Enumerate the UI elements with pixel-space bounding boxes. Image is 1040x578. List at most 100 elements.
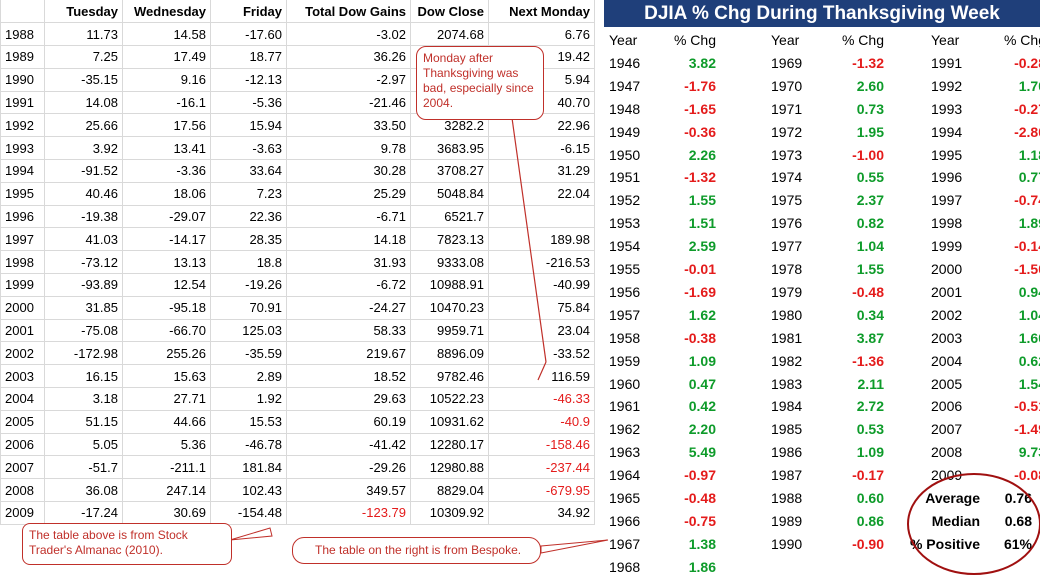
callout-left-tail bbox=[229, 527, 273, 541]
chg-cell: 2.20 bbox=[688, 421, 716, 438]
total-cell: 219.67 bbox=[286, 341, 411, 366]
year-cell: 2009 bbox=[931, 467, 963, 484]
year-cell: 2006 bbox=[0, 432, 45, 457]
fri-cell: -19.26 bbox=[210, 273, 287, 297]
total-cell: -24.27 bbox=[286, 295, 411, 320]
mon-cell: -237.44 bbox=[488, 455, 595, 480]
wed-cell: 17.49 bbox=[122, 45, 211, 69]
year-cell: 1975 bbox=[771, 192, 803, 209]
close-cell: 12980.88 bbox=[410, 455, 489, 480]
chg-cell: 2.72 bbox=[856, 398, 884, 415]
chg-cell: 2.26 bbox=[688, 146, 716, 163]
chg-cell: -1.32 bbox=[852, 54, 884, 71]
chg-cell: 1.09 bbox=[688, 352, 716, 369]
chg-cell: -2.80 bbox=[1014, 123, 1040, 140]
table-row: 1997 41.03 -14.17 28.35 14.18 7823.13 189.98 bbox=[0, 227, 595, 252]
fri-cell: 2.89 bbox=[210, 364, 287, 389]
year-cell: 1965 bbox=[609, 490, 641, 506]
year-cell: 1972 bbox=[771, 123, 803, 140]
chg-cell: 2.59 bbox=[688, 238, 716, 255]
chg-cell: 1.86 bbox=[688, 558, 716, 575]
fri-cell: 18.77 bbox=[210, 45, 287, 69]
fri-cell: 181.84 bbox=[210, 455, 287, 480]
year-cell: 2006 bbox=[931, 398, 963, 415]
year-cell: 2007 bbox=[931, 421, 963, 438]
chg-cell: -0.28 bbox=[1014, 54, 1040, 71]
chg-cell: -0.51 bbox=[1014, 398, 1040, 415]
chg-cell: 1.62 bbox=[688, 306, 716, 323]
chg-cell: 1.18 bbox=[1018, 146, 1040, 163]
fri-cell: 102.43 bbox=[210, 478, 287, 503]
source-right-callout: The table on the right is from Bespoke. bbox=[292, 537, 541, 564]
chg-cell: -0.01 bbox=[684, 261, 716, 277]
chg-header: % Chg bbox=[841, 32, 884, 48]
wed-cell: 255.26 bbox=[122, 341, 211, 366]
year-cell: 2000 bbox=[931, 261, 963, 277]
year-cell: 1983 bbox=[771, 375, 803, 392]
chg-cell: -1.65 bbox=[684, 100, 716, 117]
table-row: 2006 5.05 5.36 -46.78 -41.42 12280.17 -158.46 bbox=[0, 432, 595, 457]
mon-cell: -216.53 bbox=[488, 250, 595, 275]
chg-cell: 2.60 bbox=[856, 77, 884, 94]
chg-cell: -0.48 bbox=[684, 490, 716, 506]
total-cell: -6.72 bbox=[286, 273, 411, 297]
year-cell: 2009 bbox=[0, 501, 45, 525]
year-cell: 1950 bbox=[609, 146, 641, 163]
wed-cell: 44.66 bbox=[122, 409, 211, 434]
chg-cell: 0.53 bbox=[856, 421, 884, 438]
year-cell: 2007 bbox=[0, 455, 45, 480]
total-cell: 33.50 bbox=[286, 113, 411, 138]
table-row: 1998 -73.12 13.13 18.8 31.93 9333.08 -216.53 bbox=[0, 250, 595, 275]
wed-cell: 13.41 bbox=[122, 136, 211, 161]
year-cell: 1993 bbox=[0, 136, 45, 161]
callout-right-tail bbox=[540, 539, 609, 554]
chg-cell: 3.82 bbox=[688, 54, 716, 71]
tue-cell: -35.15 bbox=[44, 67, 123, 92]
year-cell: 1974 bbox=[771, 169, 803, 186]
chg-cell: -0.17 bbox=[852, 467, 884, 484]
chg-cell: 1.89 bbox=[1018, 215, 1040, 232]
table-row: 1996 -19.38 -29.07 22.36 -6.71 6521.7 bbox=[0, 204, 595, 229]
header-cell: Dow Close bbox=[410, 0, 489, 24]
total-cell: 18.52 bbox=[286, 364, 411, 389]
close-cell: 9782.46 bbox=[410, 364, 489, 389]
source-left-callout: The table above is from Stock Trader's A… bbox=[22, 523, 232, 565]
table-row: 1995 40.46 18.06 7.23 25.29 5048.84 22.04 bbox=[0, 181, 595, 206]
year-cell: 2002 bbox=[931, 306, 963, 323]
year-cell: 1970 bbox=[771, 77, 803, 94]
chg-cell: 1.70 bbox=[1018, 77, 1040, 94]
tue-cell: -75.08 bbox=[44, 318, 123, 343]
header-cell: Wednesday bbox=[122, 0, 211, 24]
chg-header: % Chg bbox=[673, 32, 716, 48]
mon-cell: -158.46 bbox=[488, 432, 595, 457]
wed-cell: 30.69 bbox=[122, 501, 211, 525]
table-row: 1988 11.73 14.58 -17.60 -3.02 2074.68 6.76 bbox=[0, 22, 595, 47]
year-cell: 1996 bbox=[931, 169, 963, 186]
total-cell: 9.78 bbox=[286, 136, 411, 161]
year-cell: 1956 bbox=[609, 283, 641, 300]
table-row: 1999 -93.89 12.54 -19.26 -6.72 10988.91 -40.99 bbox=[0, 273, 595, 297]
year-cell: 1967 bbox=[609, 535, 641, 552]
total-cell: 25.29 bbox=[286, 181, 411, 206]
total-cell: 58.33 bbox=[286, 318, 411, 343]
tue-cell: -17.24 bbox=[44, 501, 123, 525]
year-cell: 2005 bbox=[0, 409, 45, 434]
chg-cell: 0.62 bbox=[1018, 352, 1040, 369]
mon-cell: -679.95 bbox=[488, 478, 595, 503]
year-cell: 2008 bbox=[0, 478, 45, 503]
year-cell: 1998 bbox=[931, 215, 963, 232]
close-cell: 9959.71 bbox=[410, 318, 489, 343]
year-cell: 1946 bbox=[609, 54, 641, 71]
year-cell: 2003 bbox=[0, 364, 45, 389]
year-cell: 1998 bbox=[0, 250, 45, 275]
chg-cell: 9.73 bbox=[1018, 444, 1040, 461]
close-cell: 7823.13 bbox=[410, 227, 489, 252]
tue-cell: 3.18 bbox=[44, 387, 123, 411]
year-cell: 1988 bbox=[0, 22, 45, 47]
chg-cell: -0.08 bbox=[1014, 467, 1040, 484]
monday-callout: Monday after Thanksgiving was bad, espec… bbox=[416, 46, 544, 120]
chg-cell: -0.75 bbox=[684, 512, 716, 529]
fri-cell: -3.63 bbox=[210, 136, 287, 161]
tue-cell: 3.92 bbox=[44, 136, 123, 161]
year-cell: 1986 bbox=[771, 444, 803, 461]
